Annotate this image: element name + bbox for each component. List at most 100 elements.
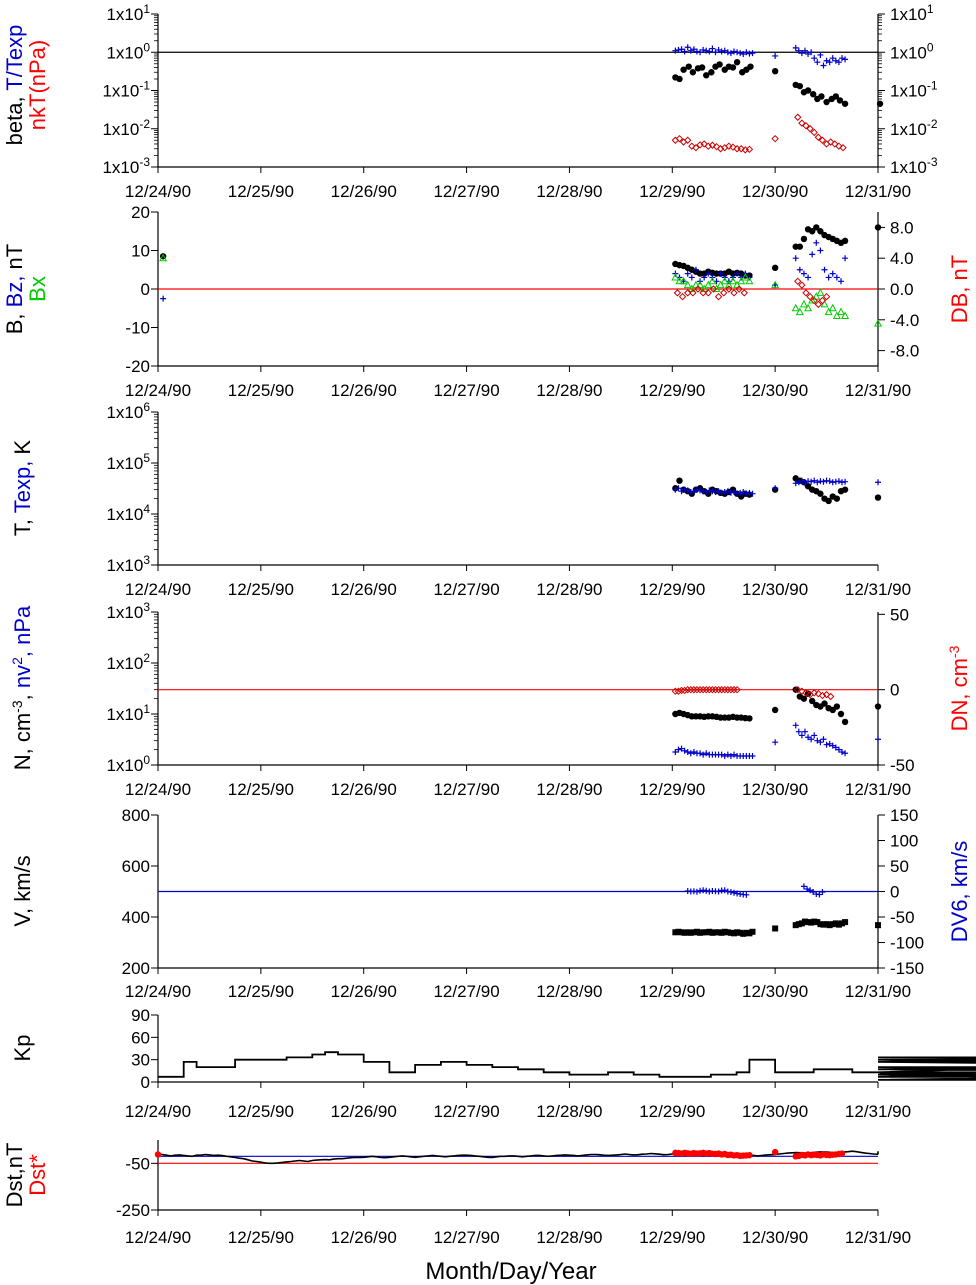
data-point	[821, 266, 828, 273]
data-point	[841, 311, 850, 319]
data-point	[724, 751, 731, 758]
data-point	[731, 889, 737, 896]
data-point	[712, 49, 719, 56]
y-tick-label: 20	[131, 203, 150, 222]
data-point	[796, 82, 804, 90]
data-point	[805, 734, 812, 741]
data-point	[709, 929, 716, 936]
data-point	[154, 1151, 162, 1158]
x-tick-label: 12/29/90	[639, 982, 705, 1001]
panels-group: 12/24/90 12/25/90 12/26/90 12/27/90 12/28/90…	[2, 2, 976, 1247]
data-point	[684, 44, 691, 51]
data-point	[835, 59, 842, 66]
dst-line	[157, 1150, 879, 1165]
data-point	[823, 741, 830, 748]
y-axis-title: Kp	[10, 1035, 35, 1062]
data-point	[772, 925, 779, 932]
data-point	[771, 134, 779, 143]
x-tick-label: 12/30/90	[742, 982, 808, 1001]
y-tick-label: 1x100	[106, 40, 150, 62]
data-point	[678, 292, 687, 301]
right-tick-label: -100	[890, 934, 924, 953]
data-point	[703, 929, 710, 936]
data-point	[731, 930, 737, 937]
data-point	[708, 69, 715, 76]
data-point	[820, 299, 829, 308]
data-point	[712, 142, 721, 151]
x-tick-label: 12/31/90	[845, 580, 911, 599]
data-point	[729, 143, 737, 151]
data-point	[699, 685, 707, 694]
y-tick-label: 1x103	[106, 553, 150, 575]
data-point	[697, 49, 704, 56]
data-point	[816, 288, 825, 296]
data-point	[810, 296, 818, 305]
data-point	[796, 266, 803, 273]
data-point	[842, 750, 849, 757]
data-point	[735, 285, 743, 293]
right-axis-title: DN, cm-3	[946, 645, 972, 731]
data-point	[718, 929, 725, 936]
y-tick-label: -10	[125, 319, 150, 338]
x-tick-label: 12/27/90	[433, 182, 499, 201]
data-point	[725, 142, 733, 150]
data-point	[715, 46, 722, 53]
data-point	[714, 685, 723, 694]
x-tick-label: 12/30/90	[742, 780, 808, 799]
right-tick-label: -150	[890, 959, 924, 978]
data-point	[688, 274, 695, 281]
data-point	[814, 300, 823, 309]
data-point	[733, 685, 741, 694]
x-tick-label: 12/26/90	[331, 780, 397, 799]
data-point	[811, 55, 818, 62]
data-point	[798, 50, 805, 57]
data-point	[800, 270, 807, 277]
data-point	[673, 289, 682, 297]
x-tick-label: 12/31/90	[845, 381, 911, 400]
x-tick-label: 12/29/90	[639, 580, 705, 599]
data-point	[802, 689, 810, 697]
data-point	[792, 686, 799, 693]
data-point	[829, 270, 836, 277]
data-point	[874, 224, 882, 231]
data-point	[703, 489, 710, 495]
data-point	[771, 67, 779, 75]
data-point	[715, 888, 722, 895]
data-point	[824, 307, 833, 316]
data-point	[681, 747, 688, 754]
data-point	[798, 920, 805, 927]
data-point	[792, 255, 799, 262]
data-point	[746, 930, 753, 937]
data-point	[820, 921, 827, 928]
y-axis-title: T, Texp, K	[10, 440, 35, 537]
data-point	[814, 737, 821, 744]
data-point	[712, 489, 719, 495]
data-point	[771, 280, 780, 289]
data-point	[697, 750, 704, 757]
x-tick-label: 12/27/90	[433, 580, 499, 599]
data-point	[734, 270, 741, 277]
data-point	[820, 478, 827, 485]
data-point	[729, 64, 737, 71]
data-point	[749, 753, 756, 760]
data-point	[709, 45, 716, 52]
x-tick-label: 12/26/90	[331, 580, 397, 599]
y-axis-title: Dst,nT	[2, 1143, 27, 1208]
x-tick-label: 12/24/90	[125, 182, 191, 201]
data-point	[839, 143, 847, 152]
data-point	[839, 920, 845, 927]
data-point	[737, 145, 745, 153]
data-point	[818, 136, 827, 144]
data-point	[734, 49, 741, 56]
x-tick-label: 12/25/90	[228, 1102, 294, 1121]
data-point	[829, 742, 836, 749]
data-point	[791, 303, 800, 312]
data-point	[814, 59, 821, 66]
data-point	[808, 697, 816, 705]
data-point	[836, 97, 844, 104]
x-tick-label: 12/24/90	[125, 1228, 191, 1247]
data-point	[740, 289, 748, 297]
x-tick-label: 12/29/90	[639, 1102, 705, 1121]
data-point	[681, 929, 688, 936]
